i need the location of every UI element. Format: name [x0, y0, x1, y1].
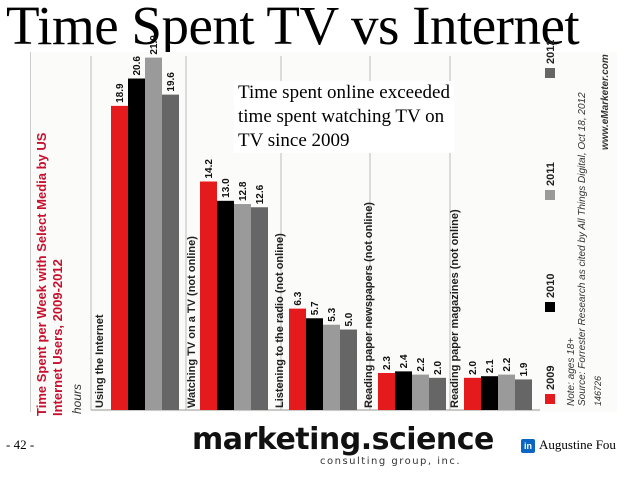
bar — [128, 78, 145, 410]
bar — [111, 105, 128, 410]
bar — [515, 379, 532, 410]
data-label: 14.2 — [204, 159, 215, 179]
bar — [464, 377, 481, 410]
data-label: 12.6 — [255, 184, 266, 204]
data-label: 2.4 — [399, 354, 410, 368]
category-label: Using the Internet — [94, 314, 106, 408]
data-label: 13.0 — [221, 178, 232, 198]
bar — [217, 200, 234, 410]
bar — [395, 371, 412, 410]
data-label: 19.6 — [166, 72, 177, 92]
data-label: 21.9 — [149, 35, 160, 55]
legend-label: 2012 — [545, 40, 557, 64]
legend-label: 2010 — [545, 274, 557, 298]
legend-swatch — [545, 68, 555, 78]
page-title: Time Spent TV vs Internet — [6, 0, 580, 56]
chart-note: Note: ages 18+ — [566, 337, 577, 406]
data-label: 5.7 — [310, 301, 321, 315]
unit-label: hours — [70, 383, 84, 414]
data-label: 18.9 — [115, 83, 126, 103]
category-label: Reading paper newspapers (not online) — [363, 202, 375, 408]
page-number: - 42 - — [6, 437, 35, 452]
data-label: 5.0 — [344, 312, 355, 326]
bar — [429, 377, 446, 410]
brand-logo: marketing.science — [192, 422, 494, 457]
annotation-line-1: Time spent online exceeded — [238, 82, 450, 103]
data-label: 12.8 — [238, 181, 249, 201]
bar — [306, 318, 323, 410]
legend-label: 2011 — [545, 162, 557, 186]
data-label: 5.3 — [327, 307, 338, 321]
bar — [200, 181, 217, 410]
annotation-box: Time spent online exceeded time spent wa… — [234, 81, 454, 153]
legend-swatch — [545, 190, 555, 200]
bar — [145, 57, 162, 410]
data-label: 6.3 — [293, 291, 304, 305]
chart-title: Time Spent per Week with Select Media by… — [34, 132, 65, 416]
bar — [340, 329, 357, 410]
legend-swatch — [545, 302, 555, 312]
bar — [498, 374, 515, 410]
data-label: 20.6 — [132, 56, 143, 76]
bar — [412, 374, 429, 410]
legend-label: 2009 — [545, 366, 557, 390]
brand-subtitle: consulting group, inc. — [320, 456, 462, 467]
data-label: 2.2 — [416, 357, 427, 371]
author-name: Augustine Fou — [539, 437, 616, 452]
annotation-line-3: TV since 2009 — [238, 130, 350, 151]
category-label: Watching TV on a TV (not online) — [186, 236, 198, 408]
bar — [251, 207, 268, 410]
category-label: Reading paper magazines (not online) — [449, 209, 461, 408]
data-label: 2.1 — [485, 359, 496, 373]
bar — [323, 324, 340, 410]
data-label: 2.0 — [468, 360, 479, 374]
data-label: 1.9 — [519, 362, 530, 376]
emarketer-site: www.eMarketer.com — [600, 54, 611, 150]
data-label: 2.2 — [502, 357, 513, 371]
data-label: 2.0 — [433, 360, 444, 374]
category-label: Listening to the radio (not online) — [274, 233, 286, 408]
bar — [481, 376, 498, 410]
bar — [162, 94, 179, 411]
annotation-line-2: time spent watching TV on — [238, 106, 445, 127]
chart-source: Source: Forrester Research as cited by A… — [577, 92, 588, 406]
data-label: 2.3 — [382, 356, 393, 370]
bar — [234, 204, 251, 410]
legend-swatch — [545, 394, 555, 404]
bar — [378, 372, 395, 410]
chart-code: 146726 — [593, 375, 603, 406]
bar — [289, 308, 306, 410]
linkedin-icon: in — [521, 439, 535, 453]
